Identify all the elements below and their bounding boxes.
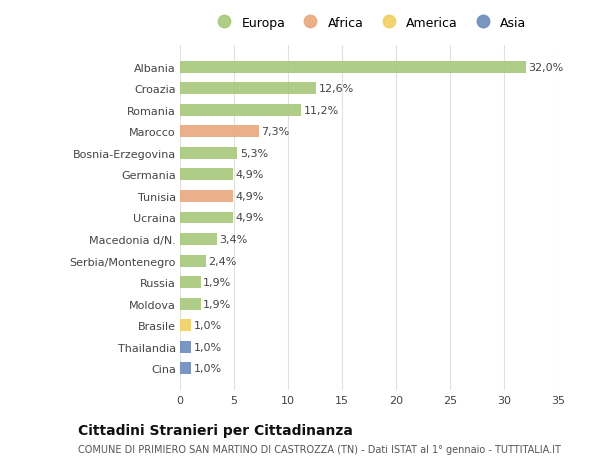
Bar xyxy=(180,62,526,73)
Text: 1,9%: 1,9% xyxy=(203,299,232,309)
Legend: Europa, Africa, America, Asia: Europa, Africa, America, Asia xyxy=(209,14,529,32)
Text: 12,6%: 12,6% xyxy=(319,84,354,94)
Bar xyxy=(180,298,200,310)
Text: 5,3%: 5,3% xyxy=(240,149,268,158)
Bar xyxy=(180,212,233,224)
Text: 4,9%: 4,9% xyxy=(236,191,264,202)
Text: COMUNE DI PRIMIERO SAN MARTINO DI CASTROZZA (TN) - Dati ISTAT al 1° gennaio - TU: COMUNE DI PRIMIERO SAN MARTINO DI CASTRO… xyxy=(78,444,561,454)
Text: 11,2%: 11,2% xyxy=(304,106,339,116)
Bar xyxy=(180,234,217,246)
Text: Cittadini Stranieri per Cittadinanza: Cittadini Stranieri per Cittadinanza xyxy=(78,423,353,437)
Text: 1,0%: 1,0% xyxy=(193,342,221,352)
Text: 1,0%: 1,0% xyxy=(193,320,221,330)
Bar xyxy=(180,319,191,331)
Text: 3,4%: 3,4% xyxy=(220,235,248,245)
Text: 4,9%: 4,9% xyxy=(236,213,264,223)
Text: 1,0%: 1,0% xyxy=(193,364,221,374)
Text: 7,3%: 7,3% xyxy=(262,127,290,137)
Bar xyxy=(180,190,233,202)
Text: 1,9%: 1,9% xyxy=(203,278,232,287)
Bar xyxy=(180,169,233,181)
Bar xyxy=(180,105,301,117)
Bar xyxy=(180,255,206,267)
Bar xyxy=(180,363,191,375)
Text: 32,0%: 32,0% xyxy=(529,62,563,73)
Bar xyxy=(180,148,237,159)
Bar xyxy=(180,83,316,95)
Text: 2,4%: 2,4% xyxy=(209,256,237,266)
Bar xyxy=(180,341,191,353)
Text: 4,9%: 4,9% xyxy=(236,170,264,180)
Bar xyxy=(180,277,200,288)
Bar xyxy=(180,126,259,138)
